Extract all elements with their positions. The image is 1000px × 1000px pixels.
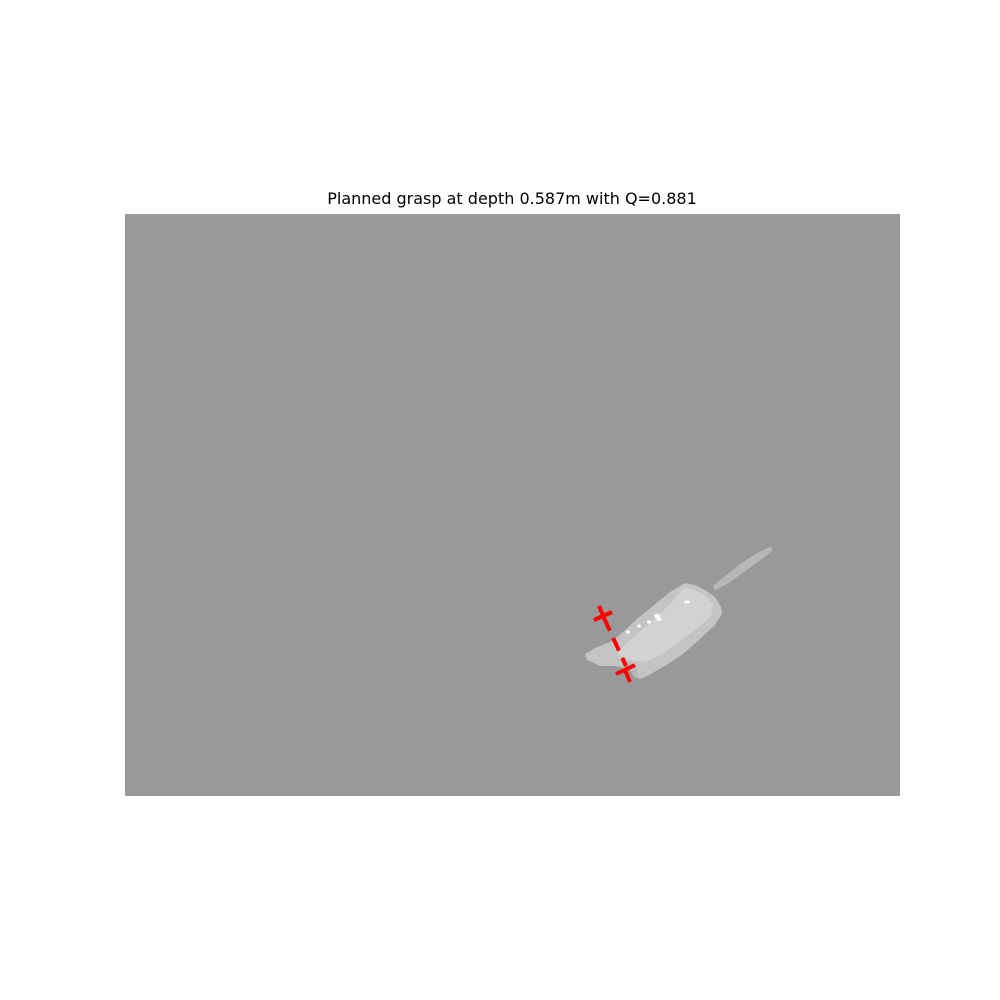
grasp-axis (602, 617, 628, 667)
grasp-approach-right (623, 669, 632, 683)
object-top-surface (617, 586, 713, 662)
object-tail (713, 547, 773, 590)
figure-title: Planned grasp at depth 0.587m with Q=0.8… (327, 189, 697, 208)
specular-dot (637, 624, 641, 628)
specular-dot (656, 617, 662, 621)
depth-background (125, 214, 900, 796)
specular-dot (626, 630, 630, 634)
specular-dot (647, 620, 651, 624)
grasp-jaw-right (615, 663, 636, 676)
grasp-approach-left (597, 605, 607, 621)
specular-highlights (626, 600, 690, 634)
depth-image (125, 214, 900, 796)
grasp-overlay (593, 605, 636, 683)
specular-dot (684, 600, 690, 604)
object (585, 547, 773, 679)
